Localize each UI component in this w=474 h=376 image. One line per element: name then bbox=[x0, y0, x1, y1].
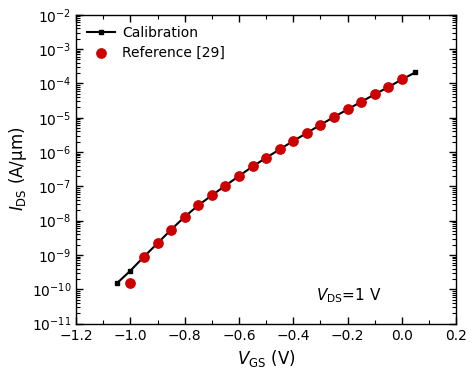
Reference [29] bbox=[208, 192, 216, 198]
Reference [29] bbox=[384, 84, 392, 90]
Calibration bbox=[358, 100, 364, 104]
Calibration bbox=[372, 92, 378, 97]
Calibration bbox=[182, 214, 188, 219]
Calibration bbox=[168, 227, 174, 232]
Calibration bbox=[291, 139, 296, 143]
Reference [29] bbox=[194, 202, 202, 208]
Text: $V_{\mathrm{DS}}$=1 V: $V_{\mathrm{DS}}$=1 V bbox=[316, 287, 381, 305]
Calibration bbox=[250, 164, 255, 169]
Calibration bbox=[318, 123, 323, 127]
Reference [29] bbox=[140, 253, 148, 259]
Reference [29] bbox=[181, 214, 189, 220]
Calibration bbox=[114, 281, 120, 285]
X-axis label: $V_{\mathrm{GS}}$ (V): $V_{\mathrm{GS}}$ (V) bbox=[237, 348, 295, 369]
Calibration bbox=[385, 85, 391, 89]
Y-axis label: $I_{\mathrm{DS}}$ (A/μm): $I_{\mathrm{DS}}$ (A/μm) bbox=[7, 127, 29, 211]
Calibration bbox=[128, 268, 133, 273]
Calibration bbox=[236, 174, 242, 178]
Calibration bbox=[304, 131, 310, 135]
Calibration bbox=[264, 156, 269, 160]
Calibration bbox=[155, 241, 161, 246]
Calibration bbox=[209, 193, 215, 197]
Legend: Calibration, Reference [29]: Calibration, Reference [29] bbox=[83, 22, 229, 64]
Calibration bbox=[345, 107, 350, 112]
Reference [29] bbox=[290, 138, 297, 144]
Calibration bbox=[277, 147, 283, 152]
Reference [29] bbox=[344, 106, 351, 112]
Reference [29] bbox=[276, 146, 283, 152]
Calibration bbox=[195, 203, 201, 208]
Calibration bbox=[331, 115, 337, 119]
Reference [29] bbox=[235, 173, 243, 179]
Reference [29] bbox=[330, 114, 338, 120]
Reference [29] bbox=[371, 91, 379, 97]
Reference [29] bbox=[303, 130, 310, 136]
Calibration bbox=[141, 254, 147, 259]
Reference [29] bbox=[127, 280, 134, 286]
Line: Calibration: Calibration bbox=[115, 71, 417, 285]
Reference [29] bbox=[222, 183, 229, 189]
Reference [29] bbox=[263, 155, 270, 161]
Reference [29] bbox=[167, 227, 175, 233]
Reference [29] bbox=[398, 76, 406, 82]
Reference [29] bbox=[357, 99, 365, 105]
Reference [29] bbox=[317, 122, 324, 128]
Calibration bbox=[399, 77, 405, 82]
Calibration bbox=[223, 183, 228, 188]
Calibration bbox=[412, 70, 418, 74]
Reference [29] bbox=[249, 164, 256, 170]
Reference [29] bbox=[154, 240, 162, 246]
